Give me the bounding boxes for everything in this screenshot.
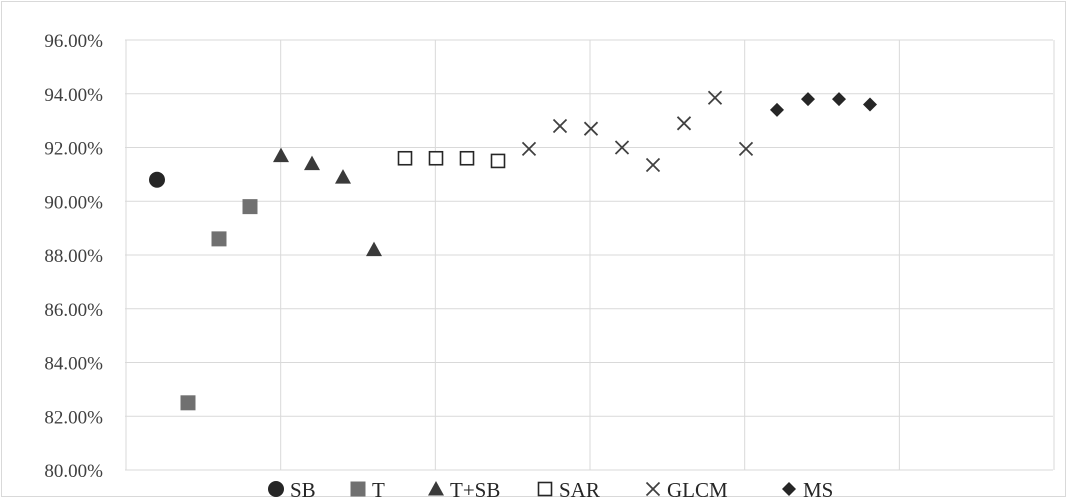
legend-marker (782, 482, 796, 496)
y-axis-ticks: 80.00% 82.00% 84.00% 86.00% 88.00% 90.00% 92.0… (44, 31, 103, 482)
data-point-t-sb (366, 241, 382, 257)
legend-item-glcm: GLCM (645, 478, 728, 499)
y-tick-label: 92.00% (44, 139, 103, 160)
y-tick-label: 82.00% (44, 407, 103, 428)
data-point-glcm (521, 141, 537, 156)
data-point-sar (490, 153, 506, 169)
legend-marker (350, 481, 366, 497)
legend-label: SB (290, 478, 316, 499)
data-point-glcm (676, 116, 692, 131)
legend-item-ms: MS (782, 478, 833, 499)
legend-label: GLCM (667, 478, 728, 499)
data-point-ms (801, 92, 815, 107)
data-points (149, 90, 877, 411)
legend: SB T T+SB SAR GLCM MS (268, 478, 833, 499)
data-point-t (180, 395, 196, 411)
legend-item-sar: SAR (537, 478, 600, 499)
data-point-sb (149, 171, 165, 188)
legend-marker (537, 481, 553, 497)
legend-item-t-sb: T+SB (428, 478, 500, 499)
legend-marker (428, 481, 444, 496)
y-tick-label: 88.00% (44, 246, 103, 267)
y-tick-label: 96.00% (44, 31, 103, 52)
legend-item-sb: SB (268, 478, 316, 499)
legend-label: T (372, 478, 385, 499)
legend-marker (645, 481, 661, 497)
data-point-sar (397, 150, 413, 166)
data-point-glcm (707, 90, 723, 105)
data-point-ms (863, 97, 877, 112)
y-tick-label: 86.00% (44, 300, 103, 321)
data-point-sar (459, 150, 475, 166)
data-point-sar (428, 150, 444, 166)
data-point-t-sb (335, 169, 351, 184)
data-point-t (211, 231, 227, 247)
data-point-glcm (552, 118, 568, 134)
y-tick-label: 80.00% (44, 461, 103, 482)
y-tick-label: 94.00% (44, 85, 103, 106)
data-point-glcm (614, 140, 630, 155)
grid-lines (125, 39, 1055, 471)
data-point-glcm (583, 121, 599, 136)
legend-marker (268, 481, 284, 497)
data-point-glcm (738, 141, 754, 156)
data-point-t-sb (273, 147, 289, 163)
legend-label: SAR (559, 478, 600, 499)
data-point-glcm (645, 157, 661, 173)
data-point-t-sb (304, 155, 320, 171)
legend-item-t: T (350, 478, 385, 499)
data-point-ms (832, 92, 846, 107)
legend-label: T+SB (450, 478, 500, 499)
data-point-ms (770, 102, 784, 117)
y-tick-label: 84.00% (44, 354, 103, 375)
legend-label: MS (803, 478, 833, 499)
data-point-t (242, 199, 258, 215)
y-tick-label: 90.00% (44, 192, 103, 213)
